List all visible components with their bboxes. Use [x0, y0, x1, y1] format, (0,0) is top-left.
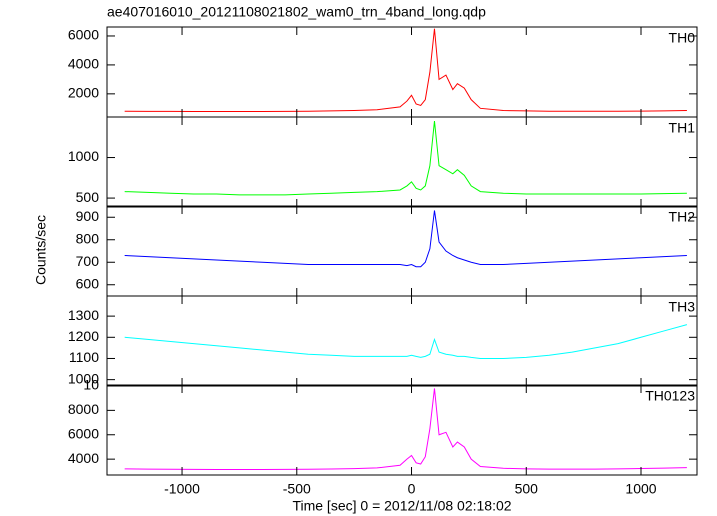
- y-tick-label: 4000: [68, 450, 99, 466]
- y-tick-label: 800: [76, 230, 100, 246]
- panel-frame: [106, 26, 698, 118]
- panel-label: TH2: [669, 209, 696, 225]
- panel-label: TH0: [669, 30, 696, 46]
- light-curve: [124, 210, 687, 268]
- panel-frame: [106, 295, 698, 387]
- panel-frame: [106, 116, 698, 208]
- x-tick-label: -500: [283, 481, 311, 497]
- light-curve: [124, 324, 688, 359]
- x-tick-label: 1000: [625, 481, 656, 497]
- panel-frame: [106, 205, 698, 297]
- y-tick-label: 6000: [68, 425, 99, 441]
- y-tick-label: 900: [76, 208, 100, 224]
- x-axis-label: Time [sec] 0 = 2012/11/08 02:18:02: [292, 498, 511, 514]
- panel-label: TH0123: [645, 388, 695, 404]
- panel-label: TH1: [669, 120, 696, 136]
- y-axis-label: Counts/sec: [33, 215, 49, 285]
- panel-label: TH3: [669, 299, 696, 315]
- chart-title: ae407016010_20121108021802_wam0_trn_4ban…: [107, 4, 486, 20]
- y-tick-label: 600: [76, 275, 100, 291]
- panel-frame: [106, 384, 698, 476]
- y-tick-label: 8000: [68, 401, 99, 417]
- y-tick-label: 10: [83, 377, 99, 393]
- light-curve: [124, 120, 687, 196]
- y-tick-label: 1100: [69, 349, 99, 365]
- light-curve: [124, 388, 687, 471]
- light-curve: [124, 28, 687, 112]
- x-tick-label: 0: [408, 481, 416, 497]
- y-tick-label: 1000: [68, 370, 99, 386]
- x-tick-label: -1000: [164, 481, 200, 497]
- y-tick-label: 4000: [68, 56, 99, 72]
- y-tick-label: 1200: [68, 328, 99, 344]
- x-tick-label: 500: [515, 481, 539, 497]
- y-tick-label: 2000: [68, 85, 99, 101]
- y-tick-label: 1000: [68, 148, 99, 164]
- y-tick-label: 1300: [68, 307, 99, 323]
- y-tick-label: 6000: [68, 27, 99, 43]
- y-tick-label: 500: [76, 189, 100, 205]
- y-tick-label: 700: [76, 253, 100, 269]
